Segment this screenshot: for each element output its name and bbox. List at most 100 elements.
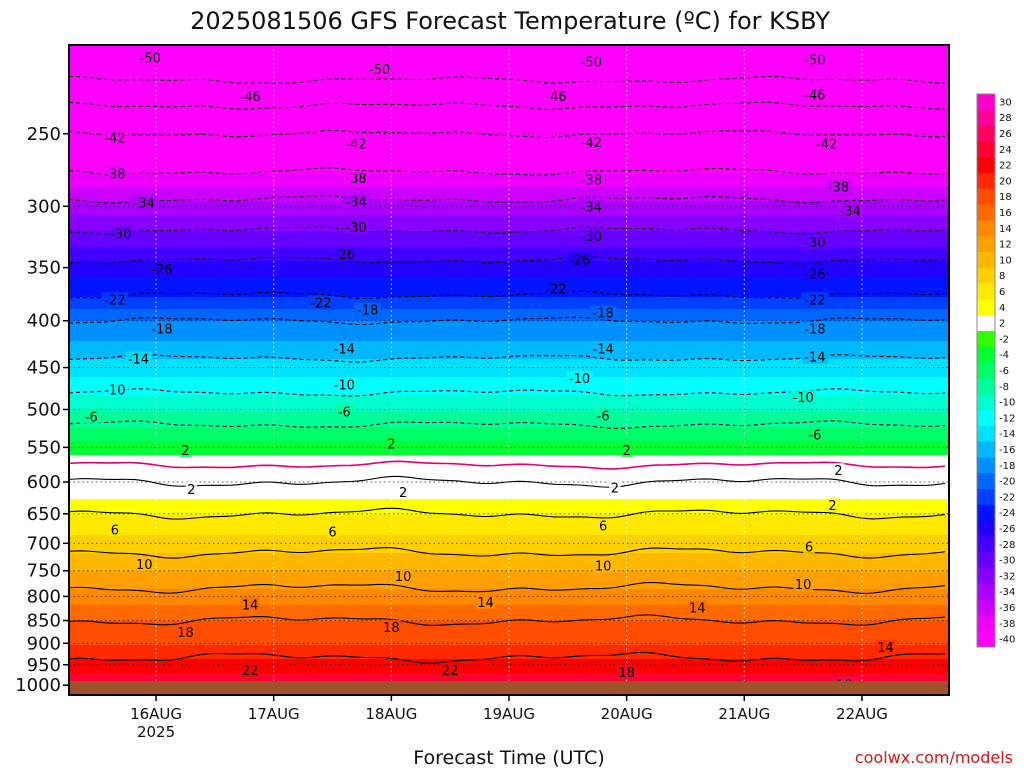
colorbar-swatch [977, 425, 995, 443]
colorbar-swatch [977, 94, 995, 111]
colorbar-swatch [977, 157, 995, 174]
colorbar-label: -16 [999, 445, 1015, 456]
contour-label-text: -18 [357, 304, 378, 319]
colorbar-label: -20 [999, 477, 1015, 488]
contour-label: -10 [331, 377, 358, 394]
contour-label-text: 14 [877, 641, 894, 656]
contour-label: -38 [101, 166, 129, 183]
contour-label-text: -42 [816, 138, 837, 153]
contour-label: -46 [801, 87, 829, 103]
x-tick-label: 18AUG [365, 705, 417, 723]
colorbar-swatch [977, 220, 995, 237]
contour-label-text: -18 [593, 307, 614, 322]
contour-label-text: -42 [104, 132, 125, 147]
colorbar-label: 18 [999, 192, 1012, 203]
colorbar-swatch [977, 109, 995, 127]
contour-label: -26 [801, 266, 829, 282]
x-tick-label: 22AUG [836, 705, 888, 723]
contour-label: -50 [366, 62, 393, 78]
colorbar-label: -26 [999, 524, 1015, 535]
contour-label-text: -22 [310, 296, 331, 311]
x-tick-label: 20AUG [601, 705, 653, 723]
contour-label: 18 [381, 619, 401, 636]
contour-label-text: -6 [597, 410, 610, 425]
credit-text[interactable]: coolwx.com/models [855, 748, 1013, 767]
contour-label-text: 10 [395, 570, 412, 585]
colorbar-label: 14 [999, 224, 1012, 235]
contour-label: -22 [307, 295, 335, 311]
contour-label-text: 14 [477, 596, 494, 611]
contour-label-text: 10 [595, 559, 612, 574]
contour-label-text: -26 [334, 248, 355, 263]
contour-label: 6 [803, 539, 815, 555]
y-tick-label: 450 [27, 358, 61, 379]
colorbar-label: 30 [999, 97, 1012, 108]
colorbar-swatch [977, 599, 995, 616]
contour-label-text: -18 [804, 323, 825, 338]
colorbar-label: -4 [999, 350, 1009, 361]
colorbar-label: -34 [999, 587, 1015, 598]
contour-label-text: 2 [828, 499, 836, 514]
contour-label: -22 [101, 292, 129, 308]
contour-label: 14 [687, 600, 707, 617]
contour-label-text: -38 [345, 172, 366, 187]
x-tick-year: 2025 [137, 723, 175, 741]
y-tick-label: 800 [27, 586, 61, 607]
colorbar-label: 12 [999, 240, 1012, 251]
colorbar-swatch [977, 473, 995, 490]
contour-label-text: 2 [187, 483, 195, 498]
colorbar-swatch [977, 520, 995, 537]
colorbar-label: 8 [999, 271, 1005, 282]
x-tick-label: 16AUG [130, 705, 182, 723]
contour-label-text: 14 [242, 598, 259, 613]
contour-label: -50 [578, 54, 605, 71]
contour-label: 2 [832, 463, 845, 479]
contour-label-text: -30 [581, 230, 602, 245]
contour-label-text: -30 [345, 221, 366, 236]
contour-label-text: 2 [387, 437, 395, 452]
contour-label-text: -10 [104, 384, 125, 399]
colorbar-swatch [977, 173, 995, 190]
colorbar-label: -8 [999, 382, 1009, 393]
colorbar-label: -14 [999, 429, 1015, 440]
contour-label: -38 [342, 170, 370, 187]
contour-label-text: -26 [151, 263, 172, 278]
colorbar-label: -36 [999, 603, 1015, 614]
contour-label-text: 2 [834, 464, 842, 479]
contour-label-text: -38 [104, 168, 125, 183]
contour-label-text: 22 [242, 664, 259, 679]
contour-label-text: 6 [805, 540, 813, 555]
colorbar-swatch [977, 378, 995, 395]
contour-label-text: 2 [399, 486, 407, 501]
y-tick-label: 600 [27, 472, 61, 493]
contour-label: -46 [542, 89, 570, 105]
colorbar-swatch [977, 125, 995, 142]
pressure-axis: 2503003504004505005506006507007508008509… [15, 124, 69, 696]
contour-label-text: -26 [804, 267, 825, 282]
contour-label: -34 [836, 203, 864, 220]
colorbar-label: 10 [999, 255, 1012, 266]
contour-label: -46 [236, 89, 264, 105]
contour-label: 2 [609, 480, 621, 497]
contour-label: -14 [801, 349, 829, 366]
x-tick-label: 19AUG [483, 705, 535, 723]
contour-label: -6 [805, 427, 825, 444]
contour-label: -42 [101, 130, 129, 147]
contour-label-text: -14 [334, 342, 355, 357]
colorbar-label: 22 [999, 161, 1012, 172]
contour-label: -30 [801, 234, 829, 251]
contour-label: 14 [875, 640, 895, 656]
contour-label: 10 [793, 576, 813, 593]
contour-label-text: -18 [151, 323, 172, 338]
colorbar-label: -18 [999, 461, 1015, 472]
colorbar-label: -28 [999, 540, 1015, 551]
colorbar-swatch [977, 583, 995, 601]
contour-label-text: 2 [181, 444, 189, 459]
contour-label: -6 [593, 408, 613, 425]
contour-label-text: -6 [338, 406, 351, 421]
y-tick-label: 650 [27, 504, 61, 525]
y-tick-label: 500 [27, 399, 61, 420]
contour-label: 2 [826, 497, 839, 514]
contour-label: -34 [131, 195, 158, 212]
